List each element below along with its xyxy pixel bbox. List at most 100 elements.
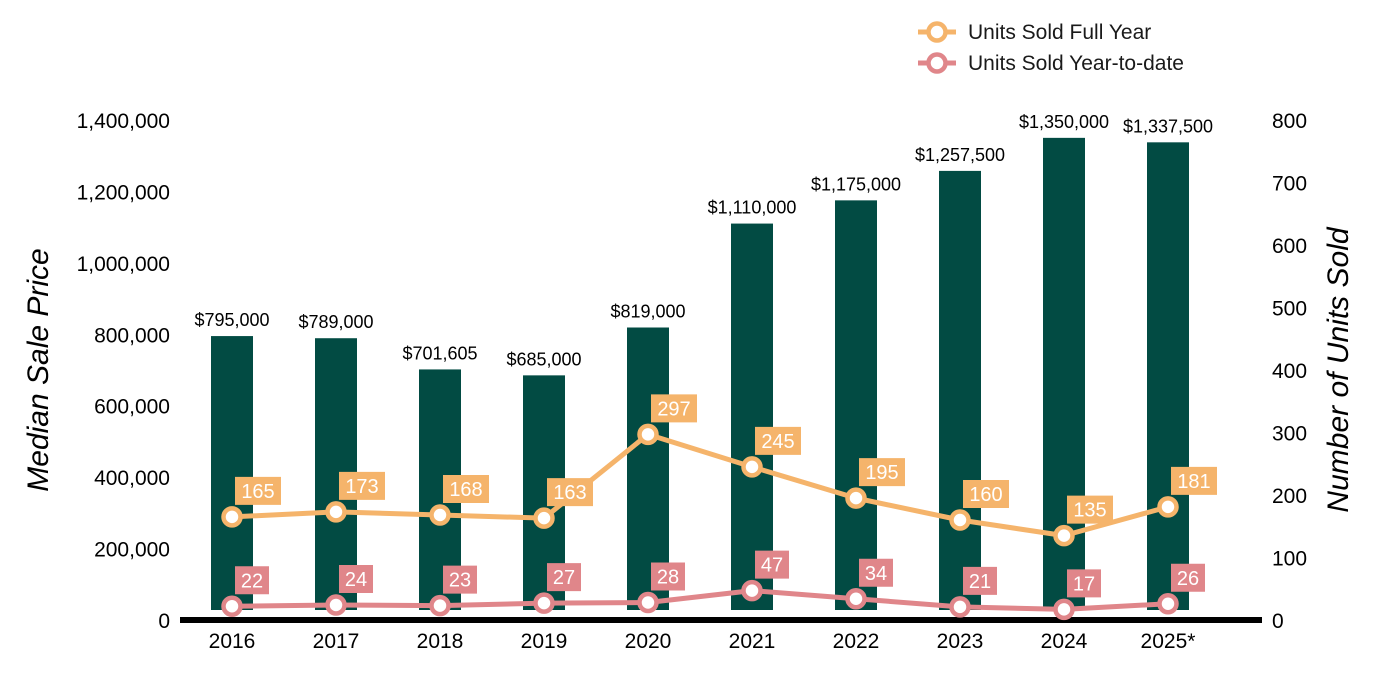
series-point <box>325 501 347 523</box>
legend-label: Units Sold Full Year <box>968 21 1151 44</box>
series-point <box>949 509 971 531</box>
series-point <box>1053 598 1075 621</box>
bar-labels: $795,000 $789,000 $701,605 $685,000 $819,000… <box>194 112 1213 370</box>
legend-label: Units Sold Year-to-date <box>968 52 1184 75</box>
x-tick-label: 2022 <box>833 630 880 653</box>
point-value-label: 22 <box>241 570 263 592</box>
y2-tick-label: 200 <box>1272 485 1307 508</box>
point-label-box <box>235 566 269 595</box>
series-point <box>845 487 867 509</box>
point-label-box <box>651 394 697 423</box>
point-value-label: 195 <box>865 462 898 484</box>
y2-tick-label: 100 <box>1272 548 1307 571</box>
point-value-label: 165 <box>241 481 274 503</box>
point-value-label: 245 <box>761 431 794 453</box>
point-value-label: 27 <box>553 567 575 589</box>
point-label-box <box>963 566 997 595</box>
x-tick-label: 2024 <box>1041 630 1088 653</box>
bar-value-label: $789,000 <box>298 312 373 332</box>
y-tick-label: 1,200,000 <box>77 181 170 204</box>
bar-value-label: $819,000 <box>610 302 685 322</box>
y-tick-label: 600,000 <box>94 396 170 419</box>
series-line <box>231 431 1169 539</box>
y-axis-ticks: 0 200,000 400,000 600,000 800,000 1,000,000 1,… <box>77 110 170 633</box>
y2-tick-label: 500 <box>1272 298 1307 321</box>
y-tick-label: 1,400,000 <box>77 110 170 133</box>
bar <box>939 170 981 610</box>
point-value-label: 24 <box>345 569 367 591</box>
series-point <box>637 423 659 446</box>
y-tick-label: 800,000 <box>94 324 170 347</box>
y2-tick-label: 600 <box>1272 235 1307 258</box>
point-label-box <box>339 471 385 500</box>
point-value-label: 23 <box>449 570 471 592</box>
series-point <box>949 596 971 618</box>
point-label-box <box>339 565 373 593</box>
bar-value-label: $795,000 <box>194 310 269 330</box>
bar-value-label: $701,605 <box>402 343 477 363</box>
bar-value-label: $685,000 <box>506 349 581 369</box>
point-value-label: 160 <box>969 484 1002 506</box>
y-tick-label: 1,000,000 <box>77 253 170 276</box>
legend-marker <box>926 52 948 74</box>
y-axis-title: Median Sale Price <box>22 248 55 491</box>
x-tick-label: 2017 <box>313 630 360 653</box>
point-label-box <box>547 478 593 507</box>
bar-value-label: $1,337,500 <box>1123 116 1213 136</box>
series-point <box>325 594 347 616</box>
legend: Units Sold Full Year Units Sold Year-to-d… <box>918 21 1184 75</box>
bars <box>211 137 1189 611</box>
series-point <box>533 592 555 614</box>
point-label-box <box>1067 495 1113 524</box>
point-label-box <box>859 558 893 587</box>
point-value-label: 21 <box>969 571 991 593</box>
point-label-box <box>547 563 581 592</box>
point-label-box <box>1067 569 1101 598</box>
series-point <box>221 506 243 528</box>
series-point <box>221 595 243 617</box>
point-label-box <box>443 475 489 503</box>
series-point <box>429 504 451 526</box>
bar-value-label: $1,350,000 <box>1019 112 1109 132</box>
point-value-label: 17 <box>1073 573 1095 595</box>
series-line <box>231 588 1169 612</box>
point-value-label: 135 <box>1073 500 1106 522</box>
y2-tick-label: 700 <box>1272 173 1307 196</box>
x-tick-label: 2023 <box>937 630 984 653</box>
point-value-label: 181 <box>1177 471 1210 493</box>
x-axis-ticks: 2016 2017 2018 2019 2020 2021 2022 2023 2024 2025… <box>209 630 1196 653</box>
bar <box>835 200 877 610</box>
point-label-box <box>651 562 685 591</box>
y2-tick-label: 400 <box>1272 360 1307 383</box>
series-point <box>1157 593 1179 615</box>
x-tick-label: 2020 <box>625 630 672 653</box>
series-point <box>533 507 555 529</box>
point-value-label: 297 <box>657 398 690 420</box>
bar <box>211 336 253 610</box>
x-tick-label: 2019 <box>521 630 568 653</box>
bar <box>1147 142 1189 611</box>
point-value-label: 163 <box>553 482 586 504</box>
point-value-label: 28 <box>657 567 679 589</box>
bar-value-label: $1,257,500 <box>915 145 1005 165</box>
point-label-box <box>1171 466 1217 495</box>
x-tick-label: 2018 <box>417 630 464 653</box>
point-value-label: 26 <box>1177 568 1199 590</box>
y-tick-label: 0 <box>158 610 170 633</box>
point-label-box <box>235 476 281 505</box>
point-value-label: 34 <box>865 563 887 585</box>
bar <box>731 223 773 611</box>
point-label-box <box>963 480 1009 508</box>
bar-value-label: $1,175,000 <box>811 174 901 194</box>
y2-axis-ticks: 0 100 200 300 400 500 600 700 800 <box>1272 110 1307 633</box>
y2-axis-title: Number of Units Sold <box>1322 226 1355 512</box>
series-point <box>845 588 867 610</box>
point-label-box <box>1171 563 1205 592</box>
y2-tick-label: 800 <box>1272 110 1307 133</box>
series-point <box>637 591 659 614</box>
series-point <box>741 579 763 602</box>
legend-marker <box>926 21 948 43</box>
point-label-box <box>755 426 801 455</box>
x-tick-label: 2016 <box>209 630 256 653</box>
